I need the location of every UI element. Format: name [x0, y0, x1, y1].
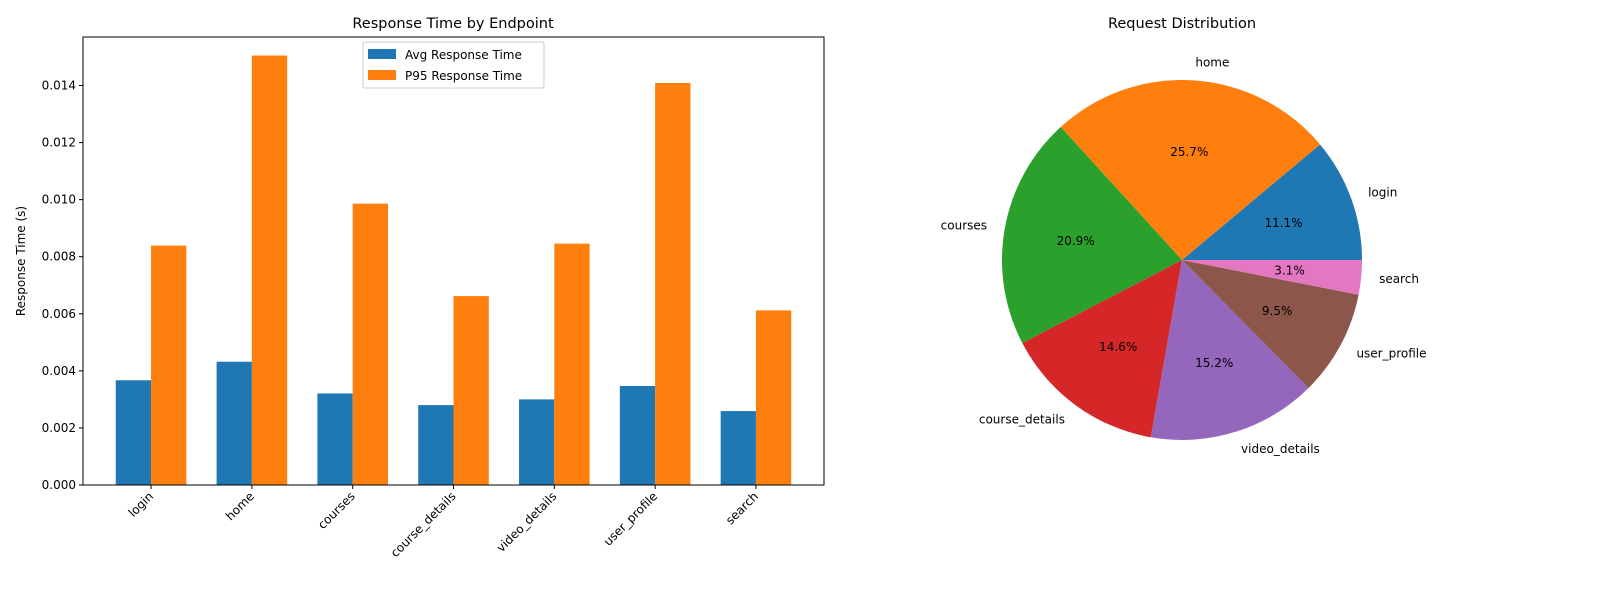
bar-p95 [352, 203, 388, 485]
y-tick-label: 0.000 [42, 478, 76, 492]
legend-swatch-p95 [368, 70, 396, 80]
bar-avg [519, 399, 555, 485]
y-tick-label: 0.014 [42, 79, 76, 93]
pie-slice-home [1060, 80, 1321, 260]
pie-percent-label: 3.1% [1274, 263, 1305, 277]
pie-percent-label: 25.7% [1170, 145, 1208, 159]
pie-slice-video-details [1150, 260, 1309, 440]
pie-category-label: home [1195, 55, 1229, 69]
bar-avg [115, 380, 152, 485]
pie-percent-label: 11.1% [1264, 216, 1302, 230]
bar-p95 [151, 245, 187, 485]
pie-chart-title: Request Distribution [1108, 16, 1256, 32]
bar-chart-ylabel: Response Time (s) [14, 206, 28, 316]
pie-category-label: course_details [979, 413, 1065, 427]
pie-slice-courses [1002, 126, 1182, 344]
legend-label-avg: Avg Response Time [405, 48, 522, 62]
legend-swatch-avg [368, 49, 396, 59]
bar-plot-frame [82, 36, 825, 486]
bar-chart-title: Response Time by Endpoint [352, 16, 554, 32]
pie-category-label: video_details [1241, 442, 1320, 456]
bar-avg [216, 361, 252, 485]
pie-percent-label: 9.5% [1262, 304, 1293, 318]
y-tick-label: 0.004 [42, 364, 76, 378]
pie-category-label: login [1368, 185, 1397, 199]
y-tick-label: 0.002 [42, 421, 76, 435]
pie-percent-label: 20.9% [1057, 234, 1095, 248]
bar-legend: Avg Response Time P95 Response Time [362, 41, 545, 89]
bar-p95 [453, 296, 489, 485]
bar-p95 [251, 55, 288, 486]
bar-avg [619, 385, 656, 485]
pie-percent-label: 14.6% [1099, 340, 1137, 354]
pie-slice-search [1182, 260, 1362, 295]
pie-labels: 11.1% login 25.7% home 20.9% courses 14.6% cour… [941, 55, 1427, 456]
bar-p95 [554, 243, 590, 485]
legend-frame [362, 41, 545, 89]
y-tick-label: 0.010 [42, 193, 76, 207]
bar-y-axis: 0.000 0.002 0.004 0.006 0.008 0.010 0.012 0.014 [42, 79, 83, 492]
pie-slice-course-details [1022, 260, 1182, 438]
bar-marks [115, 55, 792, 486]
bar-avg [317, 393, 353, 485]
pie-percent-label: 15.2% [1195, 356, 1233, 370]
bar-p95 [655, 82, 691, 485]
pie-category-label: user_profile [1356, 347, 1426, 361]
legend-label-p95: P95 Response Time [405, 69, 522, 83]
y-tick-label: 0.008 [42, 250, 76, 264]
bar-avg [720, 411, 756, 485]
bar-p95 [755, 310, 792, 485]
pie-slice-login [1182, 144, 1362, 260]
pie-slice-user-profile [1182, 260, 1359, 388]
y-tick-label: 0.012 [42, 136, 76, 150]
bar-avg [418, 405, 454, 485]
pie-category-label: courses [941, 218, 987, 232]
pie-slices [1002, 80, 1362, 440]
y-tick-label: 0.006 [42, 307, 76, 321]
pie-category-label: search [1379, 272, 1419, 286]
